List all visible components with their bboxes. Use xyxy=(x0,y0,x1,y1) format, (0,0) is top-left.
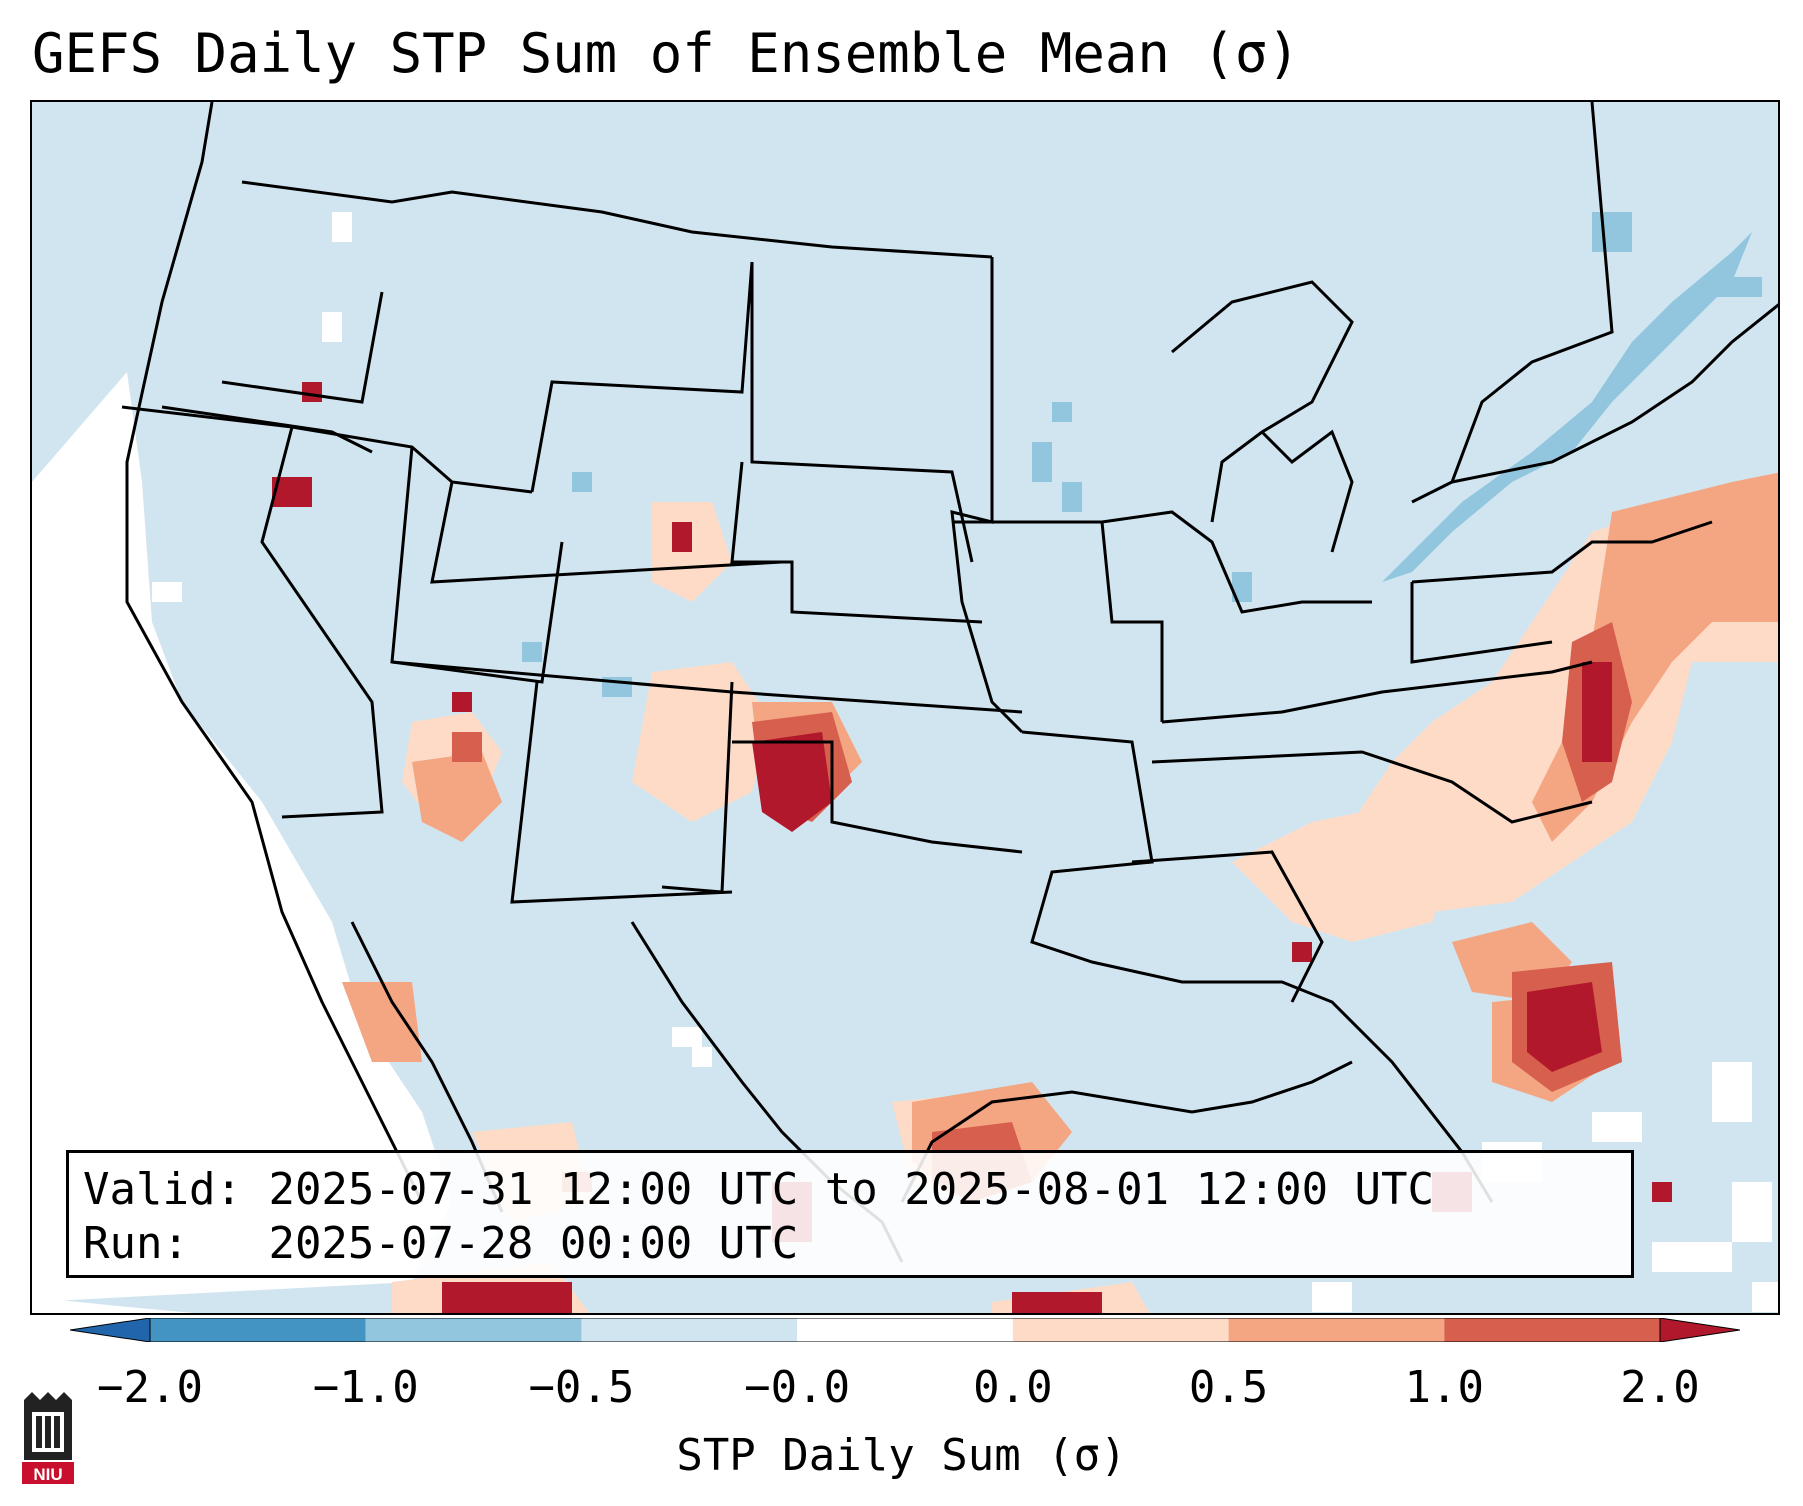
colorbar-tick-label: 0.5 xyxy=(1188,1362,1269,1413)
niu-logo-icon: NIU xyxy=(22,1392,74,1484)
colorbar-bin xyxy=(365,1318,582,1342)
colorbar-bin xyxy=(1228,1318,1445,1342)
colorbar-label: STP Daily Sum (σ) xyxy=(676,1430,1127,1481)
boundaries xyxy=(121,102,1778,1263)
colorbar-extend-high xyxy=(1659,1318,1740,1342)
colorbar-tick-label: 0.0 xyxy=(973,1362,1053,1413)
colorbar-tick-label: 2.0 xyxy=(1620,1362,1700,1413)
valid-label: Valid: xyxy=(83,1164,242,1215)
valid-text: 2025-07-31 12:00 UTC to 2025-08-01 12:00… xyxy=(268,1164,1435,1215)
colorbar-extend-low xyxy=(70,1318,151,1342)
run-text: 2025-07-28 00:00 UTC xyxy=(268,1218,799,1269)
colorbar-tick-label: −2.0 xyxy=(97,1362,203,1413)
map-canvas xyxy=(32,102,1778,1313)
colorbar-bins xyxy=(150,1318,1660,1342)
colorbar-tick-label: −1.0 xyxy=(312,1362,419,1413)
map-panel xyxy=(30,100,1780,1315)
run-label: Run: xyxy=(83,1218,189,1269)
page-title: GEFS Daily STP Sum of Ensemble Mean (σ) xyxy=(32,22,1300,85)
colorbar-tick-label: −0.0 xyxy=(744,1362,851,1413)
colorbar-bin xyxy=(1444,1318,1660,1342)
colorbar-bin xyxy=(150,1318,366,1342)
colorbar-tick-label: 1.0 xyxy=(1404,1362,1485,1413)
colorbar-bin xyxy=(797,1318,1013,1342)
valid-run-info-box: Valid: 2025-07-31 12:00 UTC to 2025-08-0… xyxy=(66,1150,1634,1278)
colorbar-bin xyxy=(581,1318,798,1342)
colorbar-tick-label: −0.5 xyxy=(528,1362,635,1413)
colorbar-bin xyxy=(1012,1318,1229,1342)
logo-text: NIU xyxy=(33,1465,62,1484)
colorbar xyxy=(70,1318,1740,1342)
